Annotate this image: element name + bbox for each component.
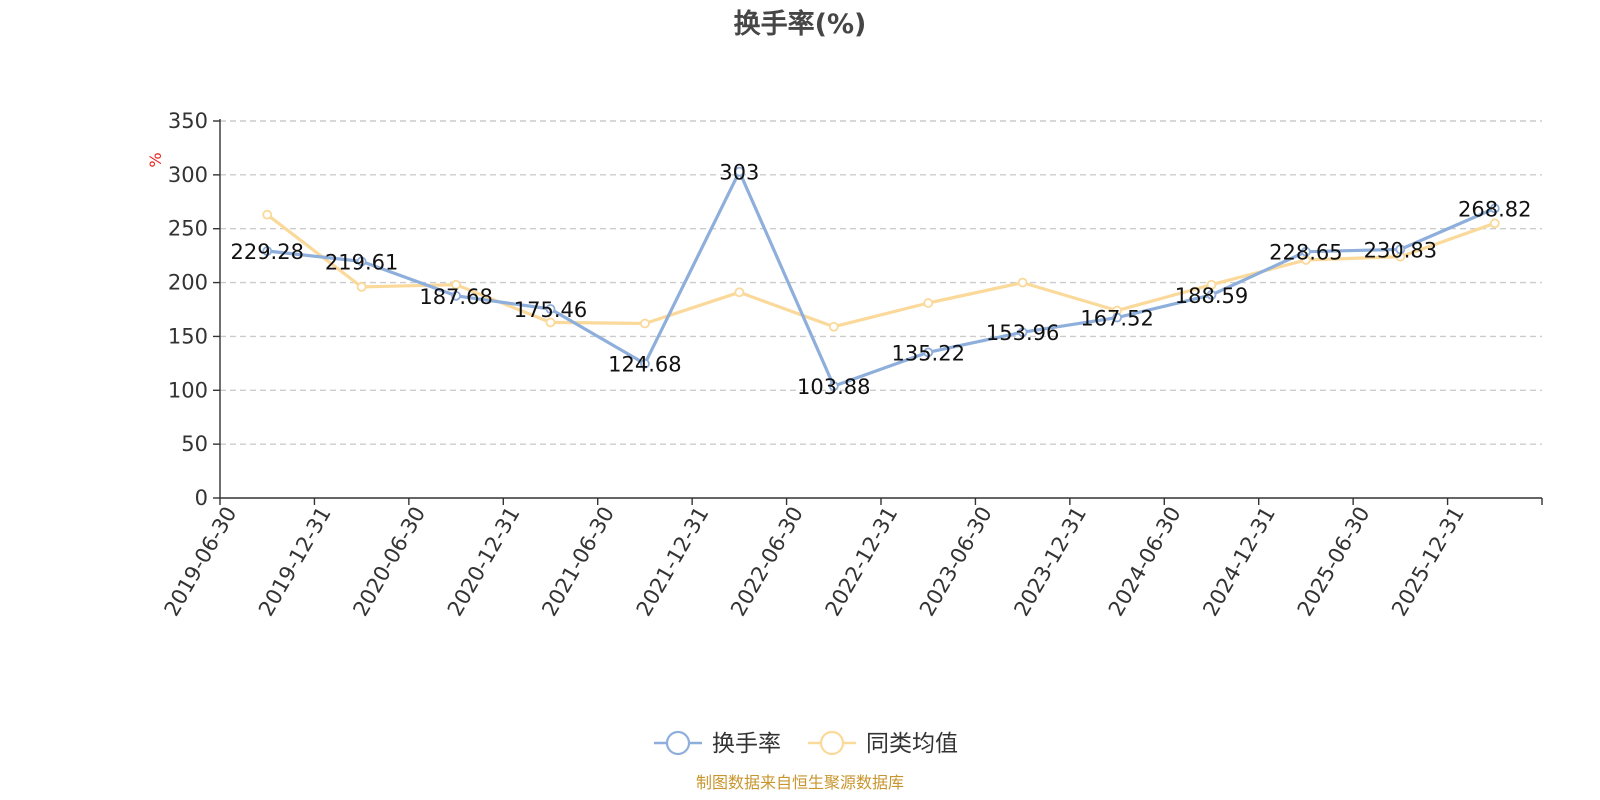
series-lines (262, 166, 1500, 392)
data-point (734, 287, 745, 298)
x-tick-label: 2021-06-30 (537, 503, 619, 621)
legend-label: 换手率 (712, 731, 781, 757)
data-label: 188.59 (1175, 284, 1248, 308)
data-point (1489, 218, 1500, 229)
data-point (262, 209, 273, 220)
y-tick-label: 0 (195, 486, 208, 510)
y-tick-label: 250 (168, 217, 208, 241)
data-label: 135.22 (891, 341, 964, 365)
data-point (356, 281, 367, 292)
legend-item-peer-average: 同类均值 (808, 730, 958, 757)
data-label: 124.68 (608, 353, 681, 377)
data-point (1301, 246, 1311, 257)
y-tick-label: 100 (168, 378, 208, 402)
legend: 换手率 同类均值 (654, 730, 958, 757)
data-point (640, 358, 650, 369)
y-tick-label: 350 (168, 109, 208, 133)
data-label: 219.61 (325, 250, 398, 274)
legend-item-turnover: 换手率 (654, 730, 781, 757)
series-line (265, 170, 1497, 388)
legend-marker (819, 730, 845, 756)
y-tick-label: 150 (168, 324, 208, 348)
x-tick-label: 2020-12-31 (443, 503, 525, 621)
data-point (923, 347, 934, 358)
source-note: 制图数据来自恒生聚源数据库 (696, 773, 904, 792)
x-tick-label: 2025-12-31 (1387, 503, 1469, 621)
legend-label: 同类均值 (866, 731, 958, 757)
data-point (1489, 203, 1500, 214)
data-point (640, 318, 650, 329)
y-tick-label: 300 (168, 163, 208, 187)
data-point (1206, 279, 1217, 290)
x-tick-label: 2024-06-30 (1104, 503, 1186, 621)
data-point (923, 298, 934, 308)
data-label: 303 (719, 161, 759, 185)
data-label: 230.83 (1364, 238, 1437, 262)
data-point (828, 381, 839, 392)
data-point (545, 304, 556, 314)
data-label: 103.88 (797, 375, 870, 399)
data-point (1395, 244, 1406, 255)
x-tick-label: 2022-12-31 (821, 503, 903, 621)
y-tick-label: 200 (168, 271, 208, 295)
data-label: 228.65 (1269, 241, 1342, 265)
x-tick-label: 2023-12-31 (1009, 503, 1091, 621)
data-label: 229.28 (230, 240, 303, 264)
data-point (734, 166, 745, 177)
x-tick-label: 2019-12-31 (254, 503, 336, 621)
data-point (262, 246, 273, 256)
grid-lines (220, 120, 1542, 445)
data-point (828, 321, 839, 332)
data-point (451, 290, 461, 301)
data-label: 153.96 (986, 321, 1059, 345)
chart-title: 换手率(%) (734, 8, 867, 40)
legend-marker (665, 730, 691, 756)
series-turnover (262, 166, 1500, 392)
data-label: 167.52 (1080, 307, 1153, 331)
data-point (1017, 277, 1028, 288)
data-point (1206, 289, 1217, 300)
data-point (1017, 327, 1028, 338)
data-label: 268.82 (1458, 197, 1531, 221)
x-tick-label: 2020-06-30 (348, 503, 430, 621)
data-label: 175.46 (514, 298, 587, 322)
x-tick-label: 2023-06-30 (915, 503, 997, 621)
data-point (356, 256, 367, 267)
series-line (265, 213, 1497, 329)
x-tick-label: 2022-06-30 (726, 503, 808, 621)
x-tick-label: 2019-06-30 (160, 503, 242, 621)
axes: 0 50 100 150 200 250 300 350 2019-06-30 2019-12-3… (160, 109, 1543, 621)
data-point (451, 279, 461, 290)
series-peer-average (262, 209, 1500, 332)
x-tick-label: 2021-12-31 (632, 503, 714, 621)
data-labels: 229.28 219.61 187.68 175.46 124.68 303 103.88 1… (230, 161, 1531, 399)
y-axis-unit: % (146, 152, 165, 167)
x-tick-label: 2024-12-31 (1198, 503, 1280, 621)
data-point (545, 317, 556, 328)
x-tick-label: 2025-06-30 (1293, 503, 1375, 621)
y-tick-label: 50 (181, 432, 208, 456)
data-label: 187.68 (419, 285, 492, 309)
data-point (1112, 312, 1122, 323)
